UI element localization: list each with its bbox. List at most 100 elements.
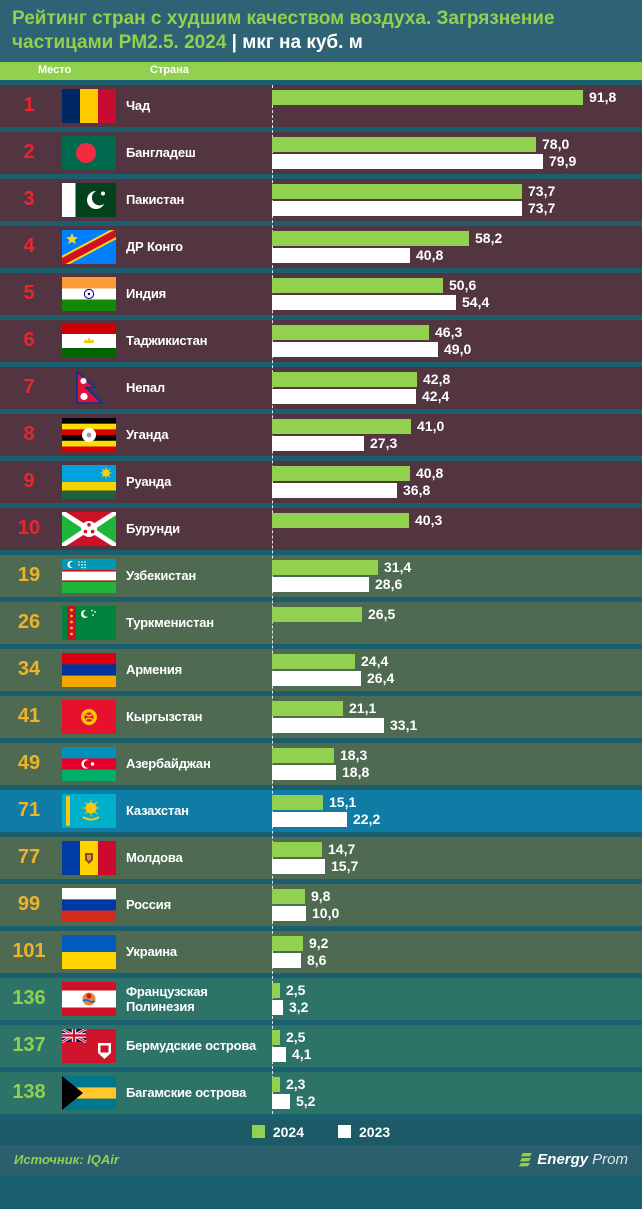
bar-2023-line: 33,1 xyxy=(272,717,418,734)
bar-2023-line: 4,1 xyxy=(272,1046,312,1063)
flag-icon-drcongo xyxy=(62,229,116,264)
bar-group: 42,8 42,4 xyxy=(272,367,640,409)
flag-icon-nepal xyxy=(62,370,116,405)
bar-2023-value-label: 33,1 xyxy=(390,717,418,734)
country-name: Казахстан xyxy=(126,803,189,819)
bar-2023-line: 79,9 xyxy=(272,153,576,169)
bar-group: 14,7 15,7 xyxy=(272,837,640,879)
bar-2023-line: 3,2 xyxy=(272,999,309,1016)
bar-2023 xyxy=(272,294,456,310)
bar-2024-value-label: 78,0 xyxy=(542,136,570,153)
bar-2023-line: 73,7 xyxy=(272,200,555,216)
brand-logo: Energy Prom xyxy=(517,1151,628,1168)
rank-value: 10 xyxy=(17,517,41,540)
bar-2024 xyxy=(272,512,409,528)
table-row-bermuda: 137 Бермудские острова 2,5 4,1 xyxy=(0,1024,642,1067)
bar-2023-line: 49,0 xyxy=(272,341,471,357)
rank-value: 34 xyxy=(17,658,41,681)
legend-label-2024: 2024 xyxy=(272,1123,304,1140)
bar-2024-value-label: 50,6 xyxy=(449,277,477,294)
table-row-uzbekistan: 19 Узбекистан 31,4 28,6 xyxy=(0,554,642,597)
bar-group: 9,2 8,6 xyxy=(272,931,640,973)
bar-2024-line: 91,8 xyxy=(272,89,616,105)
flag-icon-burundi xyxy=(62,511,116,546)
bar-2023 xyxy=(272,247,410,263)
rank-value: 99 xyxy=(17,893,41,916)
bar-2024-value-label: 9,8 xyxy=(311,888,331,905)
rank-value: 71 xyxy=(17,799,41,822)
bar-2023-value-label: 15,7 xyxy=(331,858,359,875)
bar-2024-line: 2,5 xyxy=(272,982,305,998)
bar-2024-value-label: 46,3 xyxy=(435,324,463,341)
bar-2023-value-label: 27,3 xyxy=(370,435,398,452)
bar-2024 xyxy=(272,371,417,387)
bar-2023-value-label: 54,4 xyxy=(462,294,490,311)
table-row-moldova: 77 Молдова 14,7 15,7 xyxy=(0,836,642,879)
page-title-unit: | мкг на куб. м xyxy=(231,32,363,54)
bar-2023-value-label: 3,2 xyxy=(289,999,309,1016)
flag-icon-french_polynesia xyxy=(62,981,116,1016)
country-name: ДР Конго xyxy=(126,239,183,255)
flag-icon-bahamas xyxy=(62,1075,116,1110)
country-name: Пакистан xyxy=(126,192,185,208)
column-header-rank: Место xyxy=(38,63,72,76)
bar-group: 26,5 xyxy=(272,602,640,644)
flag-icon-armenia xyxy=(62,652,116,687)
table-row-drcongo: 4 ДР Конго 58,2 40,8 xyxy=(0,225,642,268)
bar-2024 xyxy=(272,136,536,152)
country-name: Французская Полинезия xyxy=(126,983,208,1014)
country-name: Индия xyxy=(126,286,167,302)
bar-group: 41,0 27,3 xyxy=(272,414,640,456)
rank-value: 5 xyxy=(23,282,35,305)
legend-swatch-2024 xyxy=(251,1125,265,1139)
bar-2024-line: 14,7 xyxy=(272,841,356,858)
bar-2024-value-label: 21,1 xyxy=(349,700,377,717)
table-row-russia: 99 Россия 9,8 10,0 xyxy=(0,883,642,926)
bar-2024 xyxy=(272,230,469,246)
energyprom-icon xyxy=(519,1152,533,1167)
bar-group: 40,8 36,8 xyxy=(272,461,640,503)
bar-2024 xyxy=(272,606,362,622)
bar-2023-line: 8,6 xyxy=(272,952,327,969)
flag-icon-ukraine xyxy=(62,934,116,969)
bar-2023-value-label: 4,1 xyxy=(292,1046,312,1063)
table-row-tajikistan: 6 Таджикистан 46,3 49,0 xyxy=(0,319,642,362)
bar-2024-value-label: 73,7 xyxy=(528,183,556,200)
ranking-table: 1 Чад 91,8 2 Бангладеш 78,0 79,9 3 Пакистан 73,7 7… xyxy=(0,84,642,1114)
page-title-main: Рейтинг стран с худшим качеством воздуха… xyxy=(12,8,555,54)
bar-2023-line: 40,8 xyxy=(272,247,444,264)
bar-2023-value-label: 40,8 xyxy=(416,247,444,264)
bar-2023 xyxy=(272,388,416,404)
country-name: Молдова xyxy=(126,850,183,866)
bar-2023-line: 42,4 xyxy=(272,388,449,404)
country-name: Украина xyxy=(126,944,177,960)
country-name: Узбекистан xyxy=(126,568,197,584)
table-row-india: 5 Индия 50,6 54,4 xyxy=(0,272,642,315)
country-name: Чад xyxy=(126,98,151,114)
bar-group: 9,8 10,0 xyxy=(272,884,640,926)
flag-icon-pakistan xyxy=(62,182,116,217)
bar-2023-line: 28,6 xyxy=(272,576,403,593)
brand-name-bold: Energy xyxy=(537,1151,589,1169)
bar-2024-line: 42,8 xyxy=(272,371,450,387)
bar-2023-value-label: 22,2 xyxy=(353,811,381,828)
flag-icon-kazakhstan xyxy=(62,793,116,828)
bar-group: 18,3 18,8 xyxy=(272,743,640,785)
flag-icon-turkmenistan xyxy=(62,605,116,640)
bar-2023-value-label: 8,6 xyxy=(307,952,327,969)
bar-2023 xyxy=(272,952,301,968)
bar-2024 xyxy=(272,1076,280,1092)
bar-2023-line: 18,8 xyxy=(272,764,369,780)
table-row-rwanda: 9 Руанда 40,8 36,8 xyxy=(0,460,642,503)
bar-2023-value-label: 28,6 xyxy=(375,576,403,593)
bar-2024-value-label: 14,7 xyxy=(328,841,356,858)
bar-2024-line: 9,2 xyxy=(272,935,328,951)
country-name: Таджикистан xyxy=(126,333,208,349)
bar-2023-value-label: 5,2 xyxy=(296,1093,316,1110)
rank-value: 136 xyxy=(12,987,46,1010)
bar-2024 xyxy=(272,183,522,199)
bar-2023 xyxy=(272,811,347,827)
legend-swatch-2023 xyxy=(338,1125,351,1139)
bar-group: 78,0 79,9 xyxy=(272,132,640,174)
table-row-uganda: 8 Уганда 41,0 27,3 xyxy=(0,413,642,456)
